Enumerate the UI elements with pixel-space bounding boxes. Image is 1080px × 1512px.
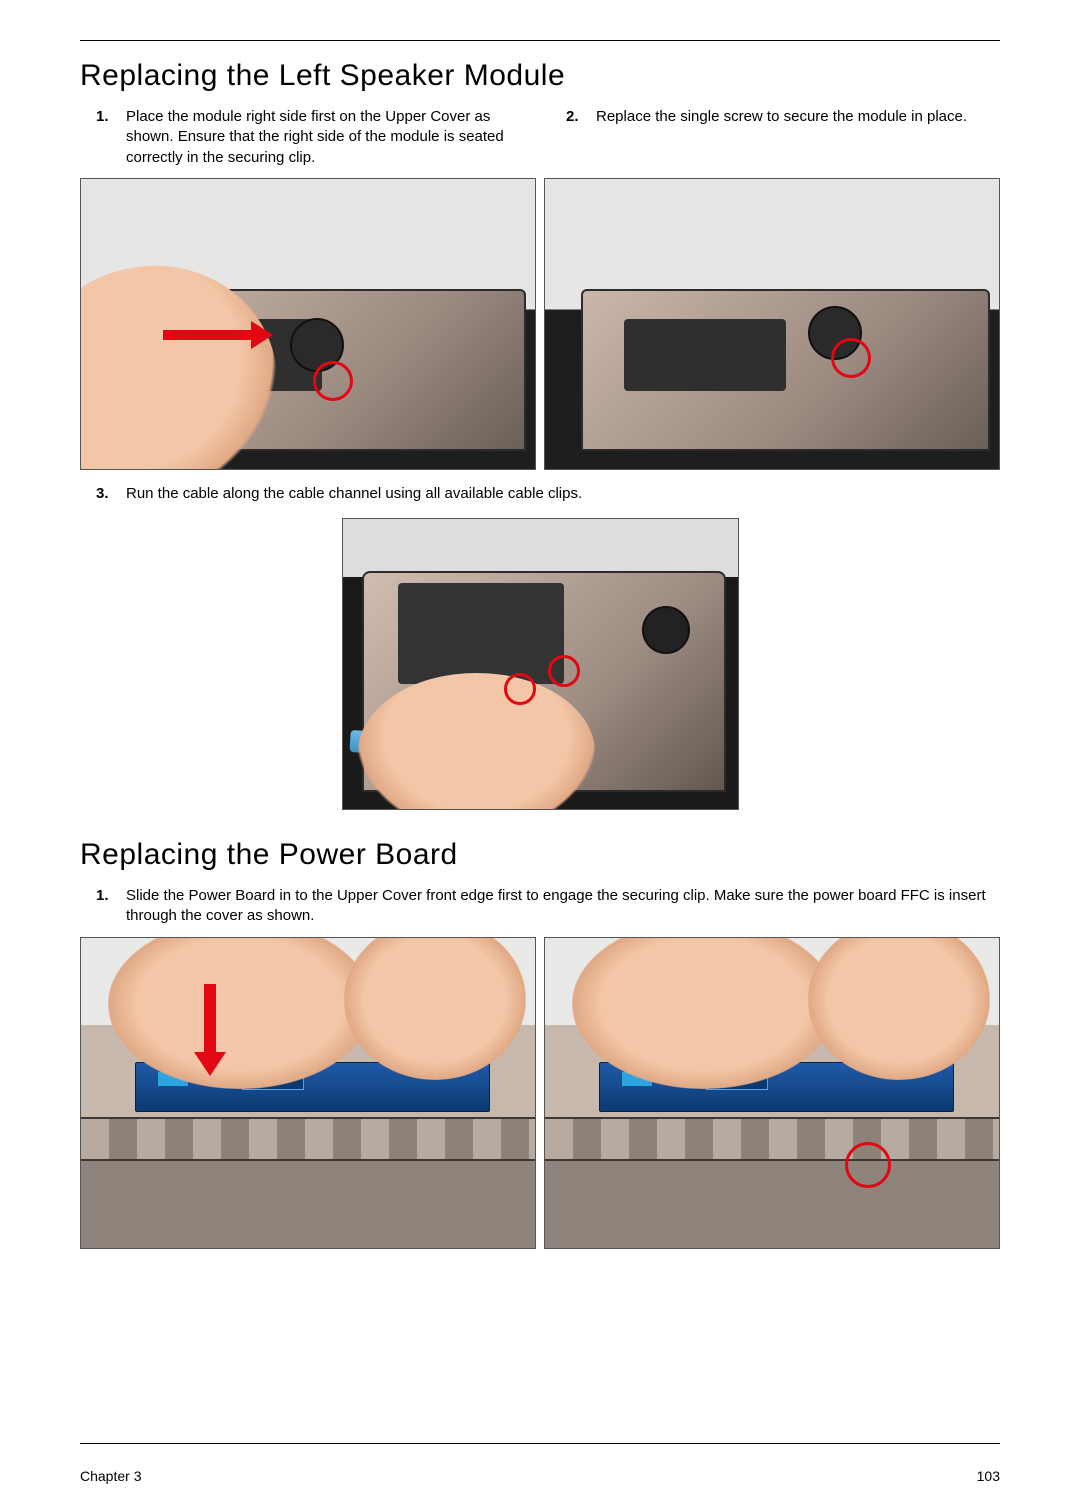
powerboard-image-row	[80, 937, 1000, 1249]
callout-circle-icon	[831, 338, 871, 378]
figure-powerboard-a	[80, 937, 536, 1249]
speaker-image-row	[80, 178, 1000, 470]
page-footer: Chapter 3 103	[80, 1468, 1000, 1484]
figure-cable-routing	[342, 518, 739, 810]
callout-circle-icon	[548, 655, 580, 687]
step-number: 1.	[96, 107, 116, 168]
step-text: Run the cable along the cable channel us…	[126, 484, 1000, 504]
footer-page-number: 103	[977, 1468, 1000, 1484]
step-number: 1.	[96, 886, 116, 927]
top-rule	[80, 40, 1000, 41]
step-number: 2.	[566, 107, 586, 127]
callout-circle-icon	[313, 361, 353, 401]
step-3: 3. Run the cable along the cable channel…	[96, 484, 1000, 504]
bottom-rule	[80, 1443, 1000, 1444]
step-text: Slide the Power Board in to the Upper Co…	[126, 886, 1000, 927]
figure-powerboard-b	[544, 937, 1000, 1249]
steps-1-2-row: 1. Place the module right side first on …	[80, 107, 1000, 168]
section-heading-powerboard: Replacing the Power Board	[80, 838, 1000, 872]
figure-speaker-step2	[544, 178, 1000, 470]
step-2: 2. Replace the single screw to secure th…	[566, 107, 1000, 127]
section-heading-speaker: Replacing the Left Speaker Module	[80, 59, 1000, 93]
step-text: Replace the single screw to secure the m…	[596, 107, 1000, 127]
footer-chapter: Chapter 3	[80, 1468, 141, 1484]
powerboard-step-1: 1. Slide the Power Board in to the Upper…	[96, 886, 1000, 927]
callout-circle-icon	[504, 673, 536, 705]
figure-speaker-step1	[80, 178, 536, 470]
callout-circle-icon	[845, 1142, 891, 1188]
page: Replacing the Left Speaker Module 1. Pla…	[0, 0, 1080, 1512]
step-number: 3.	[96, 484, 116, 504]
step-1: 1. Place the module right side first on …	[96, 107, 530, 168]
step-text: Place the module right side first on the…	[126, 107, 530, 168]
